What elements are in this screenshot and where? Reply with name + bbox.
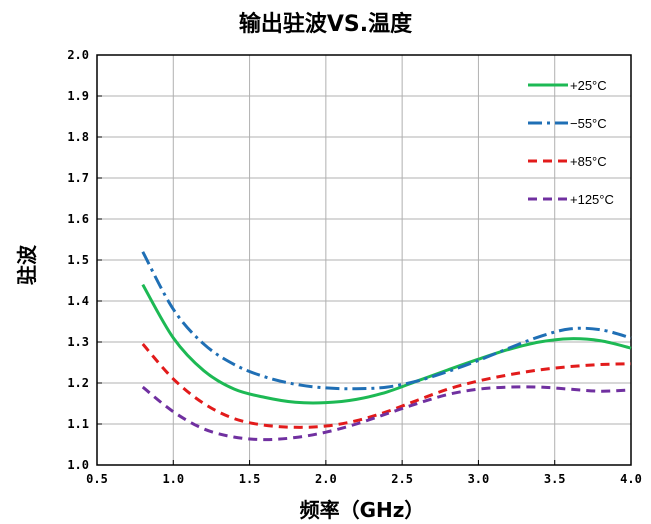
legend-label-2: −55°C	[570, 116, 607, 131]
y-tick-label: 1.3	[67, 335, 89, 349]
series-lines	[141, 251, 632, 442]
series-line-3	[141, 343, 632, 429]
legend-label-1: +25°C	[570, 78, 607, 93]
legend-label-4: +125°C	[570, 192, 614, 207]
series-line-2	[141, 251, 632, 391]
x-tick-label: 0.5	[86, 472, 108, 486]
grid	[96, 54, 632, 466]
legend-label-3: +85°C	[570, 154, 607, 169]
y-tick-label: 1.9	[67, 89, 89, 103]
x-tick-label: 3.5	[544, 472, 566, 486]
y-tick-label: 1.7	[67, 171, 89, 185]
x-tick-label: 4.0	[620, 472, 642, 486]
y-tick-label: 1.0	[67, 458, 89, 472]
legend: +25°C −55°C +85°C +125°C	[528, 78, 614, 207]
y-tick-label: 2.0	[67, 48, 89, 62]
series-line-1	[141, 283, 632, 405]
x-tick-label: 1.5	[239, 472, 261, 486]
y-axis-title: 驻波	[15, 244, 39, 285]
y-tick-label: 1.8	[67, 130, 89, 144]
y-tick-label: 1.1	[67, 417, 89, 431]
x-tick-label: 3.0	[468, 472, 490, 486]
y-tick-label: 1.2	[67, 376, 89, 390]
y-tick-label: 1.4	[67, 294, 89, 308]
chart-title: 输出驻波VS.温度	[238, 12, 413, 37]
x-axis-title: 频率（GHz）	[300, 498, 425, 522]
y-tick-label: 1.5	[67, 253, 89, 267]
series-line-4	[141, 385, 632, 442]
x-ticks: 0.5 1.0 1.5 2.0 2.5 3.0 3.5 4.0	[86, 460, 642, 486]
x-tick-label: 2.0	[315, 472, 337, 486]
x-tick-label: 1.0	[162, 472, 184, 486]
y-tick-label: 1.6	[67, 212, 89, 226]
x-tick-label: 2.5	[391, 472, 413, 486]
y-ticks: 1.0 1.1 1.2 1.3 1.4 1.5 1.6 1.7 1.8 1.9 2.0	[67, 48, 102, 472]
